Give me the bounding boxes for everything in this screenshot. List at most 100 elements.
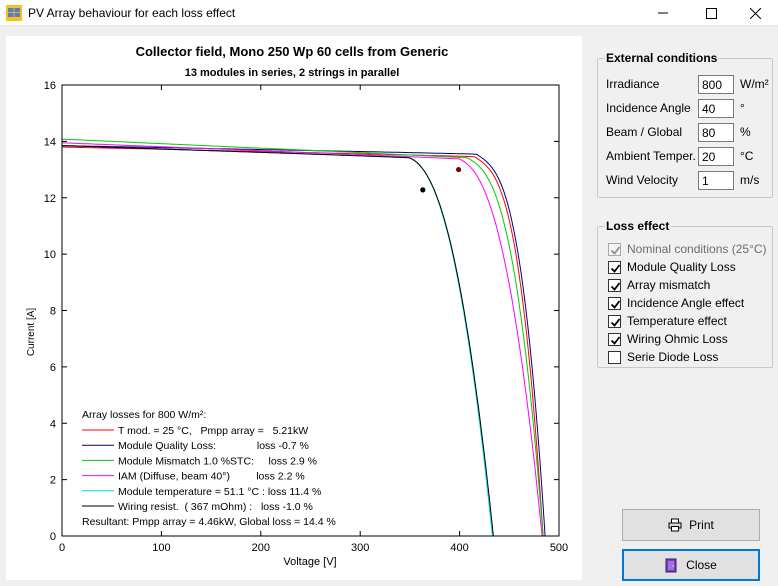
print-button[interactable]: Print (622, 509, 760, 541)
wind-velocity-unit: m/s (740, 173, 760, 187)
ambient-temperature-input[interactable] (698, 147, 734, 166)
checkbox-module-quality-loss[interactable]: Module Quality Loss (608, 259, 736, 275)
beam-global-label: Beam / Global (606, 125, 683, 139)
y-tick-label: 0 (50, 531, 56, 543)
iv-curve-line (61, 145, 494, 537)
minimize-icon (658, 12, 668, 14)
legend-entry: Wiring resist. ( 367 mOhm) : loss -1.0 % (118, 501, 313, 513)
chart-subtitle: 13 modules in series, 2 strings in paral… (185, 67, 400, 79)
legend-heading: Array losses for 800 W/m²: (82, 409, 206, 421)
close-button-label: Close (686, 558, 717, 572)
checkbox-label: Temperature effect (627, 314, 727, 328)
iv-curve-line (61, 142, 543, 537)
checkbox-box (608, 314, 621, 328)
maximize-button[interactable] (688, 0, 734, 26)
x-tick-label: 500 (550, 542, 568, 554)
checkbox-temperature-effect[interactable]: Temperature effect (608, 313, 727, 329)
wind-velocity-input[interactable] (698, 171, 734, 190)
y-tick-label: 4 (50, 418, 56, 430)
checkbox-label: Incidence Angle effect (627, 296, 745, 310)
loss-effect-group: Loss effect Nominal conditions (25°C) Mo… (597, 219, 773, 368)
checkbox-label: Serie Diode Loss (627, 350, 719, 364)
iv-curve-chart: Collector field, Mono 250 Wp 60 cells fr… (26, 44, 568, 568)
y-tick-label: 14 (44, 136, 56, 148)
x-tick-label: 200 (252, 542, 270, 554)
beam-global-unit: % (740, 125, 751, 139)
incidence-angle-label: Incidence Angle (606, 101, 691, 115)
incidence-angle-input[interactable] (698, 99, 734, 118)
series-layer (61, 138, 546, 537)
x-tick-label: 100 (152, 542, 170, 554)
legend-entry: Module Mismatch 1.0 %STC: loss 2.9 % (118, 455, 317, 467)
chart-title: Collector field, Mono 250 Wp 60 cells fr… (136, 44, 449, 59)
legend-footer: Resultant: Pmpp array = 4.46kW, Global l… (82, 516, 336, 528)
checkbox-label: Module Quality Loss (627, 260, 736, 274)
y-tick-label: 12 (44, 193, 56, 205)
checkbox-array-mismatch[interactable]: Array mismatch (608, 277, 710, 293)
y-tick-label: 16 (44, 80, 56, 92)
checkmark-icon (610, 245, 621, 255)
y-axis-label: Current [A] (26, 308, 37, 357)
minimize-button[interactable] (640, 0, 686, 26)
checkbox-label: Array mismatch (627, 278, 711, 292)
x-tick-label: 0 (59, 542, 65, 554)
pvsyst-app-icon (6, 5, 22, 21)
external-conditions-group: External conditions Irradiance W/m² Inci… (597, 51, 773, 198)
checkmark-icon (610, 299, 621, 309)
checkbox-box (608, 260, 621, 274)
beam-global-input[interactable] (698, 123, 734, 142)
checkmark-icon (610, 317, 621, 327)
checkbox-label: Wiring Ohmic Loss (627, 332, 728, 346)
ambient-temperature-label: Ambient Temper. (606, 149, 696, 163)
y-tick-label: 10 (44, 249, 56, 261)
loss-effect-title: Loss effect (604, 219, 672, 233)
legend-entry: Module Quality Loss: loss -0.7 % (118, 440, 309, 452)
mpp-markers (420, 166, 462, 193)
mpp-point (420, 187, 426, 193)
checkbox-label: Nominal conditions (25°C) (627, 242, 767, 256)
print-button-label: Print (689, 518, 714, 532)
legend-entry: IAM (Diffuse, beam 40°) loss 2.2 % (118, 471, 305, 483)
external-conditions-title: External conditions (604, 51, 720, 65)
checkbox-box (608, 278, 621, 292)
incidence-angle-unit: ° (740, 101, 745, 115)
ambient-temperature-unit: °C (740, 149, 754, 163)
window-title: PV Array behaviour for each loss effect (28, 6, 236, 20)
checkbox-box (608, 332, 621, 346)
y-tick-label: 8 (50, 306, 56, 318)
legend-entry: T mod. = 25 °C, Pmpp array = 5.21kW (118, 425, 308, 437)
plot-frame (61, 84, 560, 537)
irradiance-label: Irradiance (606, 77, 660, 91)
close-button[interactable]: Close (622, 549, 760, 581)
irradiance-unit: W/m² (740, 77, 769, 91)
checkbox-serie-diode-loss[interactable]: Serie Diode Loss (608, 349, 718, 365)
checkbox-wiring-ohmic-loss[interactable]: Wiring Ohmic Loss (608, 331, 728, 347)
mpp-point (456, 166, 462, 173)
title-bar: PV Array behaviour for each loss effect (0, 0, 778, 26)
checkbox-incidence-angle-effect[interactable]: Incidence Angle effect (608, 295, 744, 311)
legend-entry: Module temperature = 51.1 °C : loss 11.4… (118, 486, 321, 498)
checkbox-nominal-conditions[interactable]: Nominal conditions (25°C) (608, 241, 767, 257)
wind-velocity-label: Wind Velocity (606, 173, 679, 187)
y-tick-label: 2 (50, 475, 56, 487)
checkmark-icon (610, 263, 621, 273)
chart-legend: Array losses for 800 W/m²: Resultant: Pm… (82, 409, 336, 528)
x-tick-label: 400 (450, 542, 468, 554)
checkmark-icon (610, 335, 621, 345)
maximize-icon (705, 7, 717, 19)
chart-panel: Collector field, Mono 250 Wp 60 cells fr… (6, 36, 582, 580)
close-door-icon (665, 558, 679, 573)
iv-curve-line (61, 138, 544, 537)
checkbox-box (608, 350, 621, 364)
close-window-button[interactable] (732, 0, 778, 26)
checkmark-icon (610, 281, 621, 291)
y-tick-label: 6 (50, 362, 56, 374)
x-axis-label: Voltage [V] (283, 556, 336, 568)
close-icon (749, 7, 761, 19)
printer-icon (668, 518, 682, 532)
x-tick-label: 300 (351, 542, 369, 554)
irradiance-input[interactable] (698, 75, 734, 94)
checkbox-box (608, 296, 621, 310)
axis-ticks: 0 100 200 300 400 500 0 2 4 6 8 10 12 14 16 (44, 80, 568, 554)
checkbox-box (608, 242, 621, 256)
